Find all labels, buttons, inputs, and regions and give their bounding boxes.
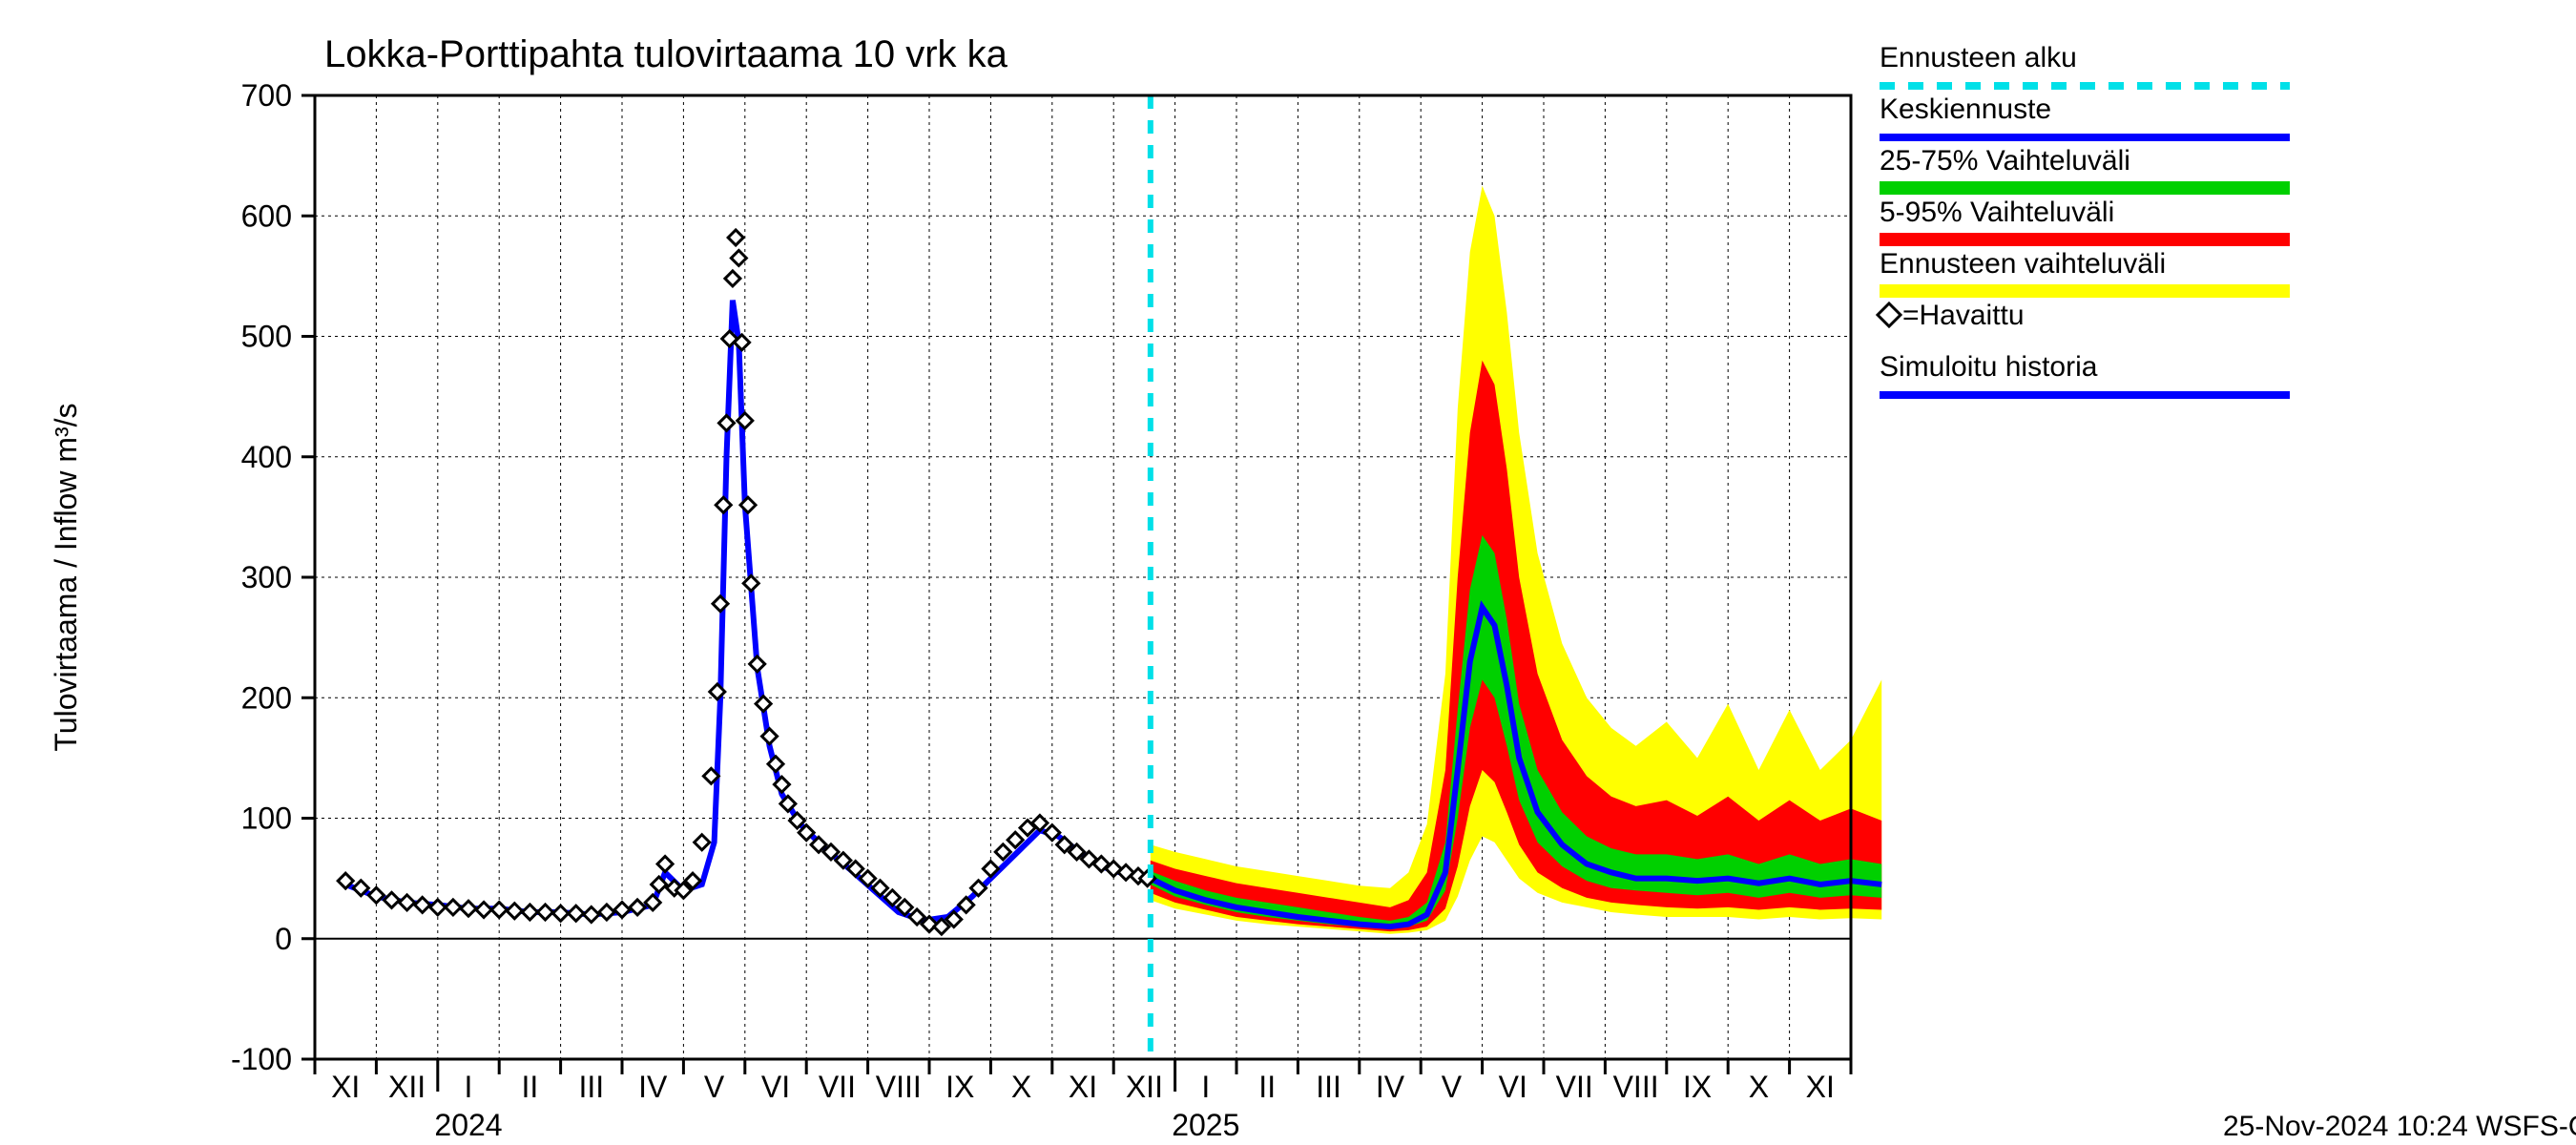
svg-text:300: 300 [241,560,292,594]
svg-text:V: V [1442,1070,1463,1104]
svg-text:VI: VI [1499,1070,1527,1104]
footer-timestamp: 25-Nov-2024 10:24 WSFS-O [2223,1111,2576,1142]
svg-text:VII: VII [1556,1070,1593,1104]
svg-text:III: III [578,1070,604,1104]
legend-label: Ennusteen alku [1880,42,2077,73]
svg-text:VIII: VIII [1613,1070,1659,1104]
svg-text:VII: VII [819,1070,856,1104]
svg-text:VI: VI [761,1070,790,1104]
svg-text:X: X [1011,1070,1031,1104]
svg-text:XI: XI [1069,1070,1097,1104]
svg-text:V: V [704,1070,725,1104]
svg-text:XI: XI [1806,1070,1835,1104]
chart-title: Lokka-Porttipahta tulovirtaama 10 vrk ka [324,33,1008,75]
svg-text:IX: IX [1683,1070,1712,1104]
legend-label: =Havaittu [1902,300,2025,331]
svg-text:200: 200 [241,680,292,715]
svg-text:III: III [1316,1070,1341,1104]
legend-label: 25-75% Vaihteluväli [1880,145,2130,177]
svg-text:IV: IV [1376,1070,1405,1104]
y-axis-label: Tulovirtaama / Inflow m³/s [49,403,83,751]
svg-text:0: 0 [275,922,292,956]
svg-text:II: II [522,1070,539,1104]
svg-text:600: 600 [241,198,292,233]
svg-text:I: I [1201,1070,1210,1104]
legend-label: Ennusteen vaihteluväli [1880,248,2166,280]
svg-text:XII: XII [388,1070,426,1104]
svg-text:700: 700 [241,78,292,113]
inflow-forecast-chart: -1000100200300400500600700XIXIIIIIIIIIVV… [0,0,2576,1145]
svg-text:-100: -100 [231,1042,292,1076]
svg-text:500: 500 [241,320,292,354]
svg-text:XI: XI [331,1070,360,1104]
svg-text:2024: 2024 [434,1108,502,1142]
svg-text:IV: IV [638,1070,668,1104]
svg-text:VIII: VIII [876,1070,922,1104]
legend-label: Simuloitu historia [1880,351,2098,383]
svg-text:100: 100 [241,802,292,836]
legend-label: Keskiennuste [1880,94,2051,125]
svg-text:400: 400 [241,440,292,474]
svg-text:XII: XII [1126,1070,1163,1104]
svg-text:2025: 2025 [1172,1108,1239,1142]
svg-text:I: I [465,1070,473,1104]
svg-text:IX: IX [945,1070,974,1104]
legend: Ennusteen alku Keskiennuste 25-75% Vaihtel… [1878,42,2290,399]
legend-label: 5-95% Vaihteluväli [1880,197,2114,228]
observed-markers [338,230,1154,934]
svg-text:X: X [1749,1070,1769,1104]
svg-text:II: II [1258,1070,1276,1104]
